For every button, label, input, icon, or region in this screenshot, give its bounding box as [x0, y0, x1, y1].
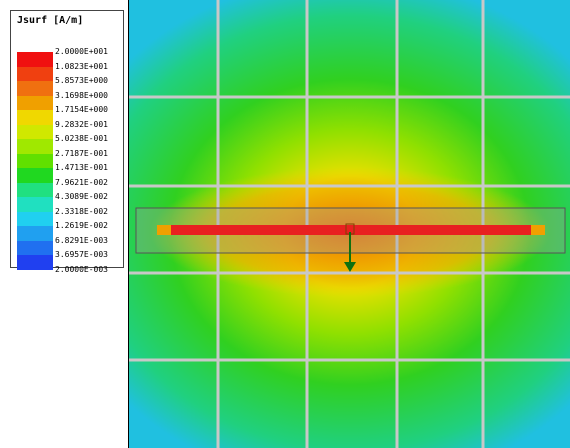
legend-label: 1.4713E-001	[55, 163, 108, 172]
legend-label: 1.7154E+000	[55, 105, 108, 114]
legend-label: 3.1698E+000	[55, 90, 108, 100]
trace-end	[157, 225, 171, 235]
legend-swatch	[17, 81, 53, 96]
legend-title: Jsurf [A/m]	[17, 15, 84, 26]
legend-label: 6.8291E-003	[55, 235, 108, 245]
legend-label: 3.6957E-003	[55, 250, 108, 259]
grid-gaps	[128, 0, 570, 448]
field-plot	[128, 0, 570, 448]
legend-label: 2.7187E-001	[55, 148, 108, 158]
legend-swatch	[17, 182, 53, 197]
legend-label: 9.2832E-001	[55, 119, 108, 129]
legend-swatch	[17, 110, 53, 125]
legend-label: 5.0238E-001	[55, 134, 108, 143]
legend-swatch	[17, 255, 53, 270]
legend-label: 2.3318E-002	[55, 206, 108, 216]
legend-swatch	[17, 66, 53, 81]
legend-swatch	[17, 124, 53, 139]
legend-swatch	[17, 211, 53, 226]
legend-label: 1.0823E+001	[55, 61, 108, 71]
legend: Jsurf [A/m] 2.0000E+001 1.0823E+001 5.8573…	[10, 10, 124, 274]
legend-swatch	[17, 168, 53, 183]
legend-swatch	[17, 139, 53, 154]
legend-swatch	[17, 226, 53, 241]
legend-swatch	[17, 197, 53, 212]
legend-label: 5.8573E+000	[55, 76, 108, 85]
legend-swatch	[17, 52, 53, 67]
legend-label: 2.0000E-003	[55, 264, 108, 274]
legend-label: 7.9621E-002	[55, 177, 108, 187]
trace-end	[531, 225, 545, 235]
legend-swatch	[17, 240, 53, 255]
legend-swatch	[17, 95, 53, 110]
legend-label: 1.2619E-002	[55, 221, 108, 230]
axis-arrow-head	[344, 262, 356, 272]
trace	[157, 225, 545, 235]
legend-label: 2.0000E+001	[55, 47, 108, 56]
legend-label: 4.3089E-002	[55, 192, 108, 201]
legend-swatch	[17, 153, 53, 168]
